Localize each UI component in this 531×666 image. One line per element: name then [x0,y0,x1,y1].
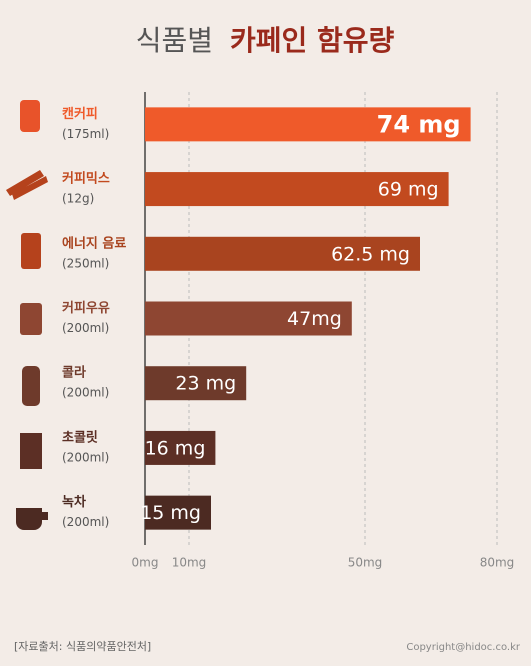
category-note: (175ml) [62,127,109,141]
icon-can [20,100,40,132]
icon-chocolate [20,433,42,469]
category-label: 캔커피 [62,106,98,122]
value-label: 23 mg [175,373,236,395]
value-label: 62.5 mg [331,243,410,265]
value-label: 15 mg [140,502,201,524]
source: [자료출처: 식품의약품안전처] [14,639,151,653]
category-note: (200ml) [62,515,109,529]
category-note: (200ml) [62,450,109,464]
bar [145,430,216,465]
bar [145,301,352,336]
bar [145,236,420,271]
value-label: 74 mg [377,110,461,138]
category-label: 커피믹스 [62,172,110,187]
bar [145,495,211,530]
category-note: (200ml) [62,386,109,400]
category-label: 에너지 음료 [62,235,126,251]
bar [145,366,247,401]
category-note: (200ml) [62,321,109,335]
x-tick-label: 50mg [348,556,383,570]
value-label: 47mg [287,308,342,330]
category-label: 녹차 [62,494,86,510]
x-tick-label: 80mg [480,556,515,570]
icon-coffeemix [6,170,48,200]
icons [6,100,48,530]
category-note: (250ml) [62,256,109,270]
bar [145,172,449,207]
category-label: 콜라 [62,365,86,381]
copyright: Copyright@hidoc.co.kr [406,642,521,653]
value-label: 16 mg [145,437,206,459]
x-tick-label: 10mg [172,556,207,570]
title-highlight: 카페인 함유량 [230,24,395,57]
x-tick-label: 0mg [132,556,159,570]
category-label: 초콜릿 [62,430,98,445]
category-label: 커피우유 [62,301,110,316]
bar [145,107,471,142]
chart-title: 식품별 카페인 함유량 [136,24,395,57]
icon-tea [16,508,48,530]
title-prefix: 식품별 [136,24,213,57]
icon-milk [20,303,42,335]
category-note: (12g) [62,192,94,206]
icon-energy [21,233,41,269]
value-label: 69 mg [378,179,439,201]
icon-cola [22,366,40,406]
